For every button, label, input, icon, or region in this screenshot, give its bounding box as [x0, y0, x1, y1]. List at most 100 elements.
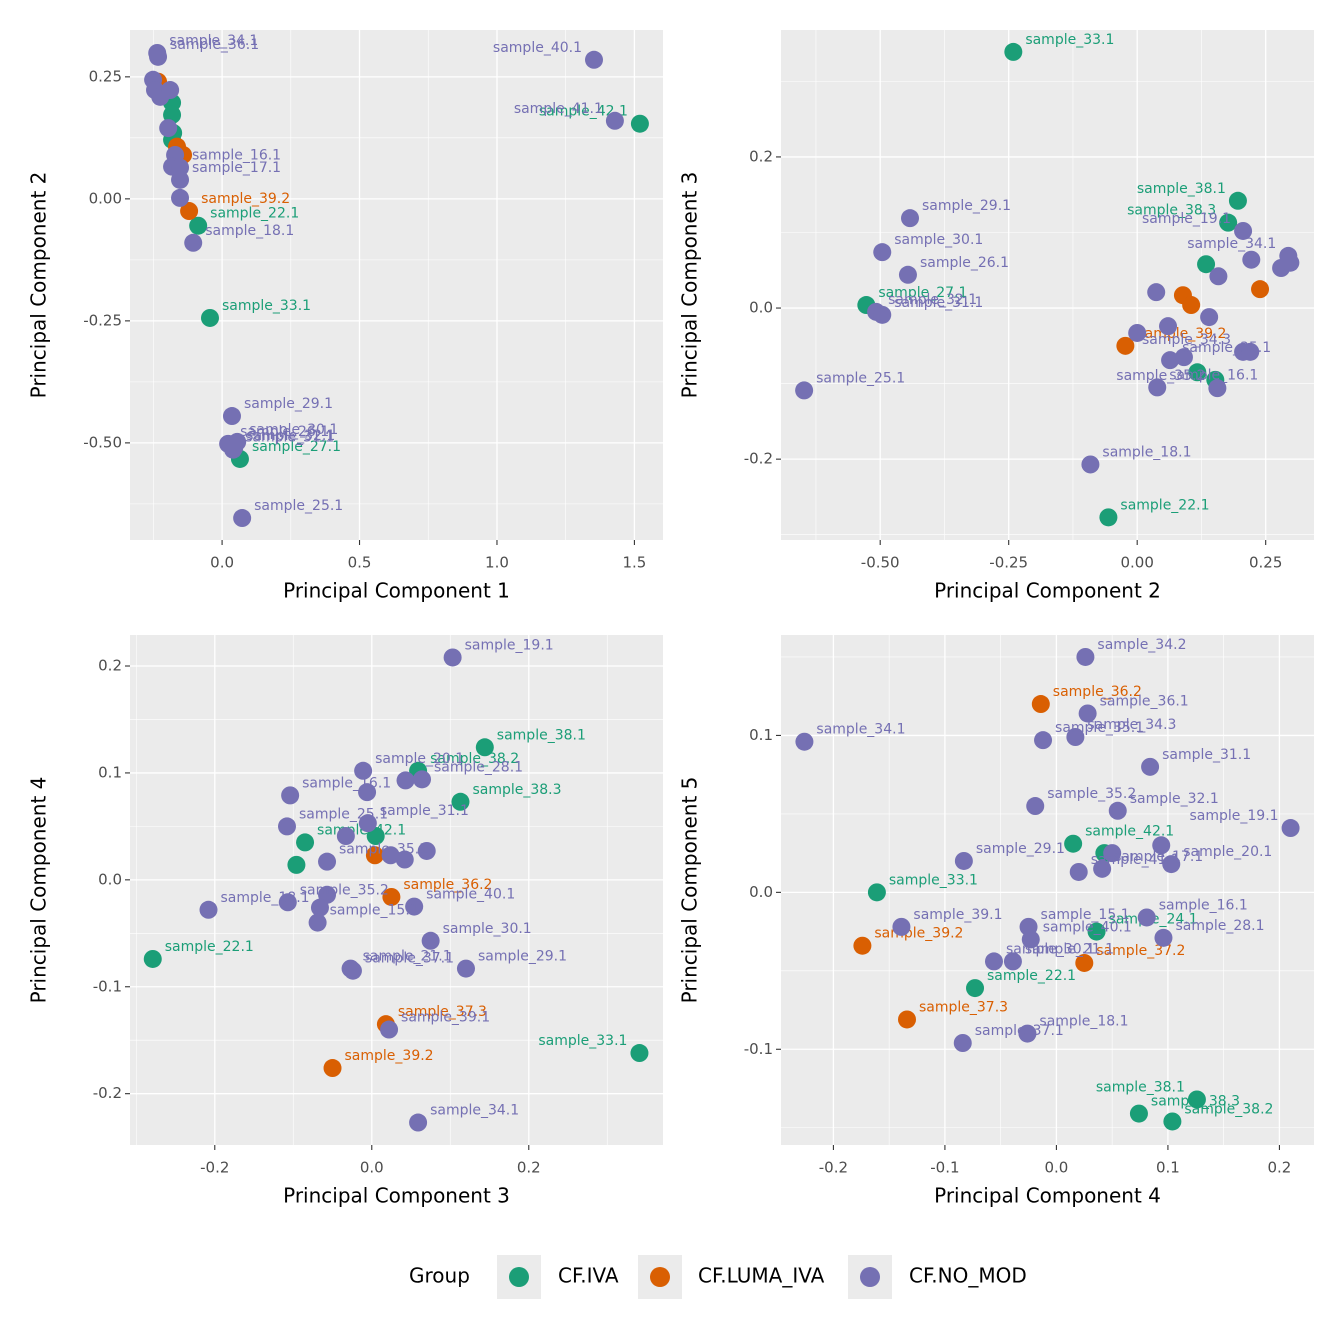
point-label: sample_33.1 [889, 872, 978, 888]
x-tick-label: 0.5 [348, 554, 372, 572]
point-label: sample_31.1 [894, 295, 983, 311]
point [1162, 855, 1181, 874]
legend-label: CF.LUMA_IVA [698, 1264, 825, 1288]
series: sample_34.1sample_36.1sample_16.1sample_… [144, 33, 624, 528]
point [277, 817, 296, 836]
point-label: sample_42.1 [539, 104, 628, 120]
x-tick-label: -0.25 [989, 554, 1028, 572]
panel: -0.50 -0.25 0.00 0.25 0.2 0.0 -0.2 Principal Co… [678, 30, 1314, 603]
x-tick-label: 0.2 [1268, 1159, 1292, 1177]
panel: 0.0 0.5 1.0 1.5 0.25 0.00 -0.25 -0.50 Principal … [27, 30, 663, 603]
point-label: sample_37.2 [1096, 943, 1185, 959]
point [443, 648, 462, 667]
point [1200, 308, 1219, 327]
point [336, 827, 355, 846]
point-label: sample_19.1 [1190, 808, 1279, 824]
point [310, 898, 329, 917]
point [1018, 1024, 1037, 1043]
point [953, 1034, 972, 1052]
y-tick-label: 0.2 [749, 147, 773, 165]
point-label: sample_22.1 [210, 206, 299, 222]
point-label: sample_17.1 [192, 160, 281, 176]
point [358, 783, 377, 802]
point [409, 1113, 428, 1132]
x-tick-label: -0.1 [930, 1159, 959, 1177]
point [1066, 728, 1085, 746]
x-axis-title: Principal Component 1 [283, 579, 510, 603]
point-label: sample_38.3 [1127, 203, 1216, 219]
point [1075, 953, 1094, 972]
point [1148, 378, 1167, 397]
point [296, 833, 315, 852]
point-label: sample_28.1 [1175, 918, 1264, 934]
point [1197, 255, 1216, 274]
point [341, 959, 360, 978]
point-label: sample_39.2 [874, 926, 963, 942]
point-label: sample_29.1 [922, 198, 1011, 214]
point [1064, 834, 1083, 853]
point-label: sample_21.1 [363, 949, 452, 965]
point-label: sample_18.1 [205, 223, 294, 239]
point [1069, 862, 1088, 881]
y-axis-title: Principal Component 2 [27, 172, 51, 399]
point-label: sample_29.1 [244, 396, 333, 412]
point-label: sample_39.1 [401, 1010, 490, 1026]
point [323, 1059, 342, 1078]
point [451, 792, 470, 811]
legend-swatch [509, 1267, 529, 1287]
series: sample_29.1 sample_30.1 sample_26.1 sample_… [795, 198, 1300, 474]
point-label: sample_37.3 [919, 999, 1008, 1015]
point [1108, 801, 1127, 820]
point-label: sample_38.3 [1151, 1094, 1240, 1110]
point-label: sample_22.1 [165, 939, 254, 955]
point [1003, 952, 1022, 971]
point [984, 952, 1003, 971]
series: sample_36.2 sample_37.3 sample_39.2 [323, 846, 492, 1078]
point-label: sample_31.1 [1162, 747, 1251, 763]
point [1034, 731, 1053, 750]
point [417, 841, 436, 860]
y-axis-title: Principal Component 5 [678, 777, 702, 1004]
series: sample_39.2 [1116, 280, 1270, 355]
point [585, 50, 604, 69]
point-label: sample_15.1 [1041, 907, 1130, 923]
point [395, 850, 414, 869]
plot-background [781, 30, 1314, 540]
point-label: sample_25.1 [816, 370, 905, 386]
point [873, 305, 892, 324]
point-label: sample_34.1 [430, 1103, 519, 1119]
point [1093, 859, 1112, 878]
y-tick-label: -0.2 [93, 1084, 122, 1102]
point-label: sample_39.1 [913, 907, 1002, 923]
point-label: sample_27.1 [878, 285, 967, 301]
point [1116, 336, 1135, 355]
point [365, 846, 384, 865]
point-label: sample_16.1 [1159, 897, 1248, 913]
point [405, 897, 424, 916]
point [225, 438, 244, 457]
x-tick-label: 0.0 [210, 554, 234, 572]
plot-background [130, 30, 663, 540]
point-label: sample_20.1 [1183, 844, 1272, 860]
point [867, 883, 886, 902]
panel: -0.2 -0.1 0.0 0.1 0.2 0.1 0.0 -0.1 Principal Com… [678, 635, 1314, 1208]
point [1187, 1090, 1206, 1109]
point [1161, 351, 1180, 370]
point [318, 852, 337, 871]
point-label: sample_35.1 [1182, 340, 1271, 356]
point-label: sample_30.1 [249, 422, 338, 438]
point [1137, 908, 1156, 927]
point [143, 949, 162, 968]
point [287, 855, 306, 874]
point-label: sample_19.1 [465, 637, 554, 653]
point [1031, 695, 1050, 714]
point [278, 893, 297, 912]
y-tick-label: 0.0 [749, 883, 773, 901]
point-label: sample_39.2 [201, 191, 290, 207]
x-axis-title: Principal Component 2 [934, 579, 1161, 603]
y-tick-label: 0.2 [98, 657, 122, 675]
point-label: sample_34.3 [1142, 332, 1231, 348]
point [1141, 757, 1160, 776]
point [396, 771, 415, 790]
